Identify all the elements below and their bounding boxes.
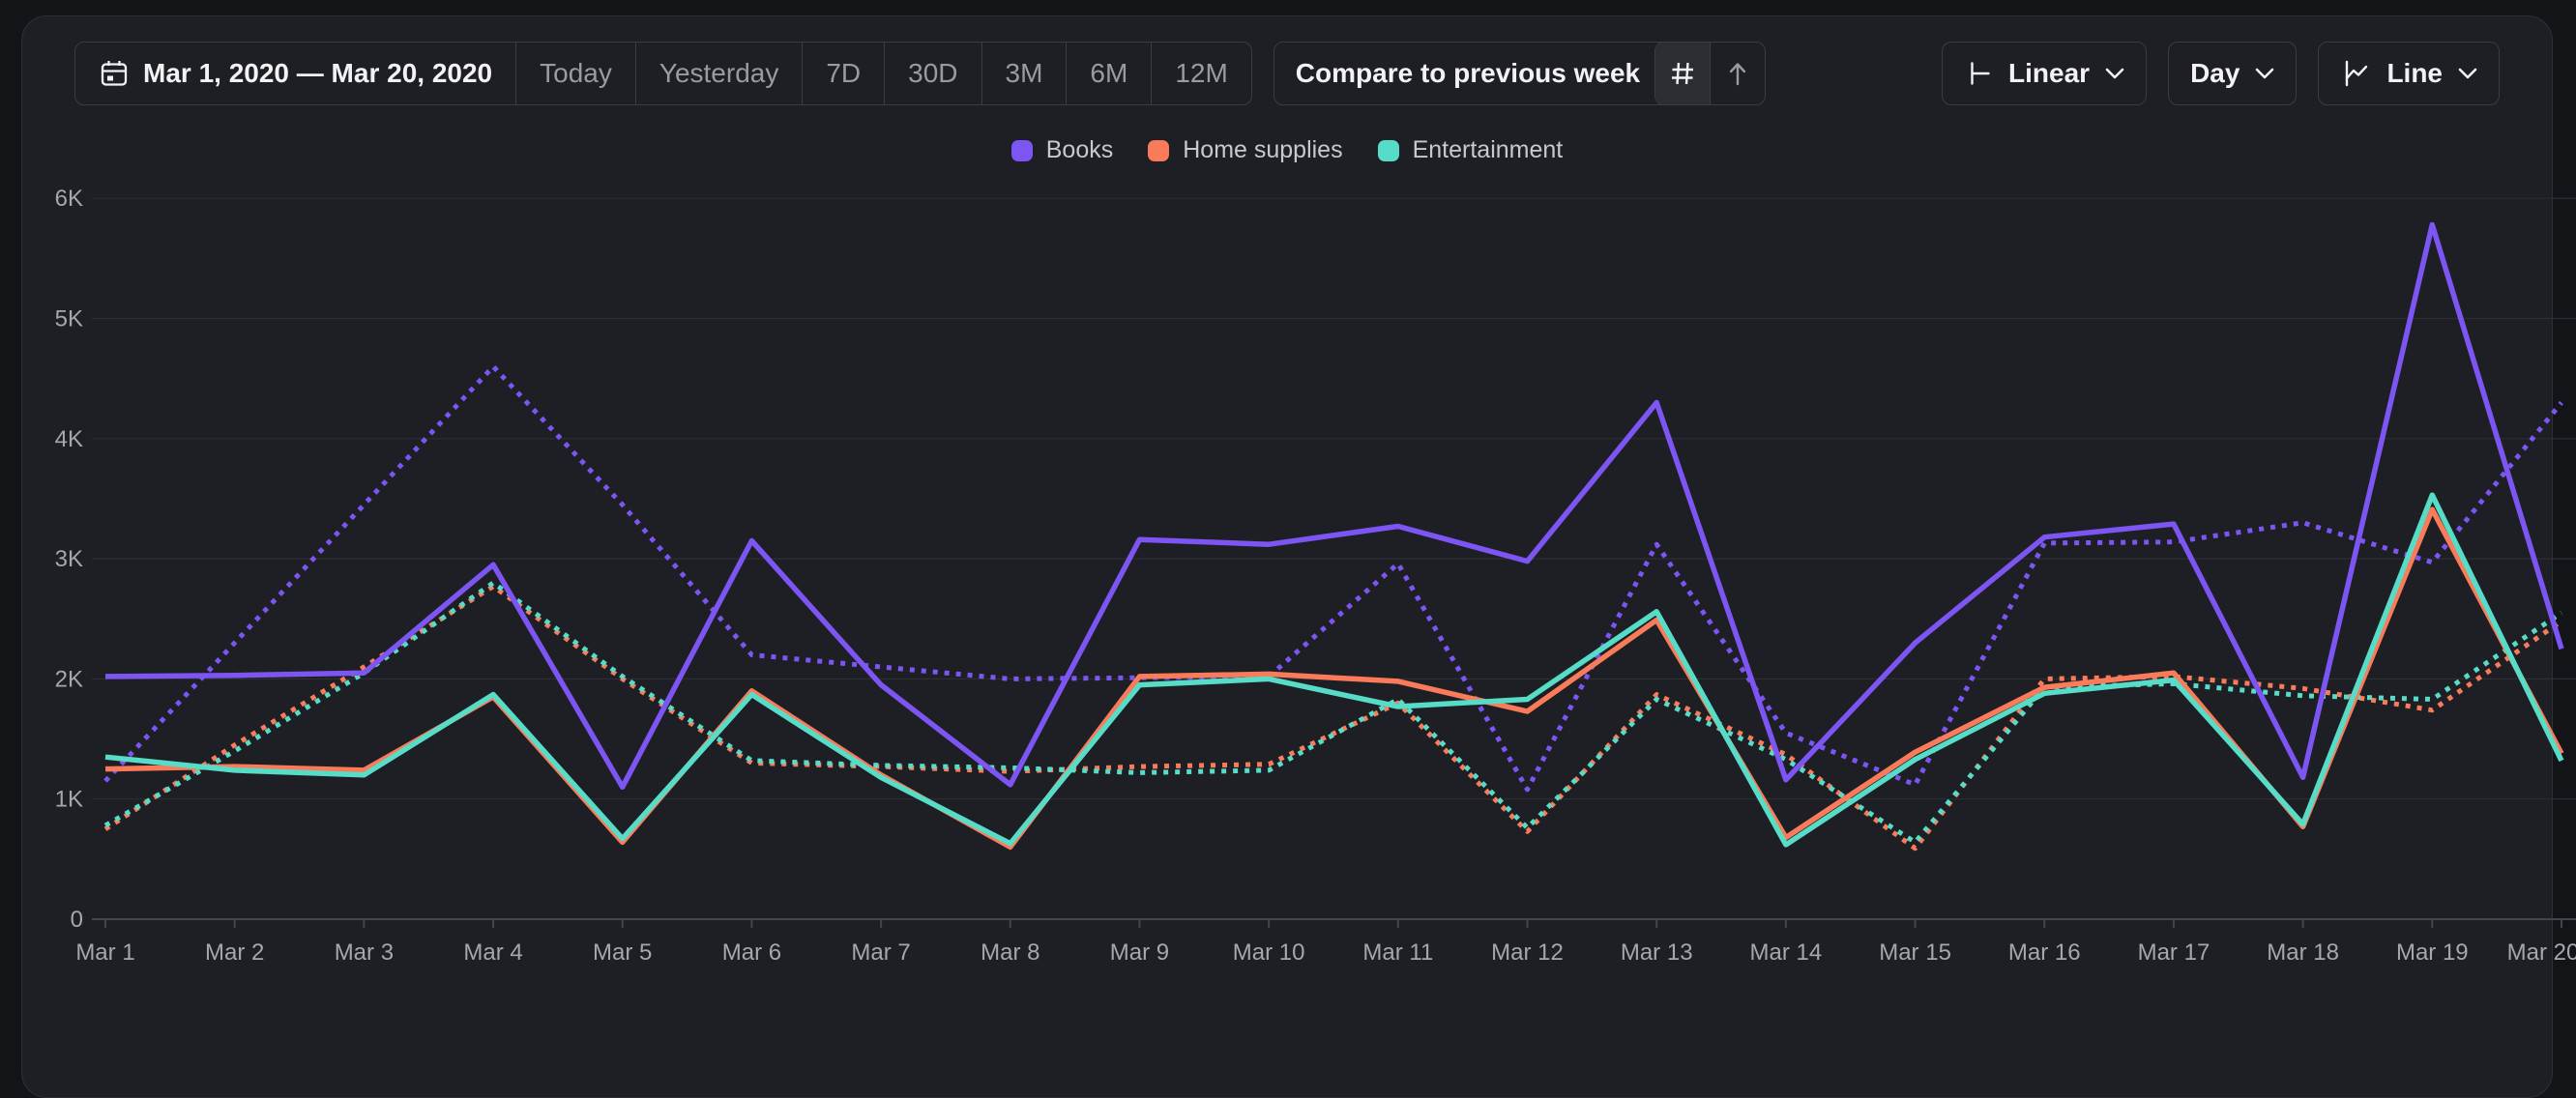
- preset-30d-label: 30D: [908, 58, 957, 89]
- legend-item-home-supplies[interactable]: Home supplies: [1148, 136, 1342, 164]
- date-range-button[interactable]: Mar 1, 2020 — Mar 20, 2020: [75, 43, 516, 104]
- scale-dropdown[interactable]: Linear: [1942, 42, 2147, 105]
- preset-12m[interactable]: 12M: [1152, 43, 1250, 104]
- calendar-icon: [99, 58, 130, 89]
- preset-7d[interactable]: 7D: [803, 43, 885, 104]
- legend-label-entertainment: Entertainment: [1413, 136, 1564, 164]
- preset-today-label: Today: [540, 58, 612, 89]
- chevron-down-icon: [2255, 68, 2274, 79]
- chevron-down-icon: [2105, 68, 2124, 79]
- legend-item-entertainment[interactable]: Entertainment: [1378, 136, 1564, 164]
- sort-ascending-button[interactable]: [1710, 43, 1765, 104]
- arrow-up-icon: [1723, 59, 1752, 88]
- preset-12m-label: 12M: [1175, 58, 1227, 89]
- interval-dropdown[interactable]: Day: [2168, 42, 2297, 105]
- date-range-group: Mar 1, 2020 — Mar 20, 2020 Today Yesterd…: [74, 42, 1252, 105]
- compare-label: Compare to previous week: [1296, 58, 1640, 89]
- legend-swatch-entertainment: [1378, 140, 1399, 161]
- preset-6m[interactable]: 6M: [1067, 43, 1152, 104]
- legend-label-home-supplies: Home supplies: [1183, 136, 1342, 164]
- chart-type-label: Line: [2386, 58, 2443, 89]
- legend-swatch-home-supplies: [1148, 140, 1169, 161]
- compare-button[interactable]: Compare to previous week: [1273, 42, 1707, 105]
- date-range-label: Mar 1, 2020 — Mar 20, 2020: [143, 58, 492, 89]
- chart-type-dropdown[interactable]: Line: [2318, 42, 2500, 105]
- preset-yesterday-label: Yesterday: [659, 58, 779, 89]
- chart-card: Mar 1, 2020 — Mar 20, 2020 Today Yesterd…: [21, 15, 2553, 1098]
- preset-today[interactable]: Today: [516, 43, 636, 104]
- legend-label-books: Books: [1046, 136, 1113, 164]
- preset-3m[interactable]: 3M: [982, 43, 1068, 104]
- preset-yesterday[interactable]: Yesterday: [636, 43, 804, 104]
- preset-7d-label: 7D: [826, 58, 861, 89]
- grid-view-button[interactable]: [1655, 43, 1710, 104]
- preset-30d[interactable]: 30D: [885, 43, 981, 104]
- scale-label: Linear: [2008, 58, 2090, 89]
- preset-6m-label: 6M: [1090, 58, 1127, 89]
- toolbar: Mar 1, 2020 — Mar 20, 2020 Today Yesterd…: [74, 42, 2500, 105]
- legend-swatch-books: [1011, 140, 1033, 161]
- chart-controls: Linear Day: [1942, 42, 2500, 105]
- axis-icon: [1964, 59, 1993, 88]
- view-toggle: [1654, 42, 1766, 105]
- chevron-down-icon: [2458, 68, 2477, 79]
- interval-label: Day: [2190, 58, 2239, 89]
- grid-icon: [1668, 59, 1697, 88]
- legend: Books Home supplies Entertainment: [22, 136, 2552, 164]
- line-chart-icon: [2340, 58, 2371, 89]
- legend-item-books[interactable]: Books: [1011, 136, 1113, 164]
- preset-3m-label: 3M: [1006, 58, 1043, 89]
